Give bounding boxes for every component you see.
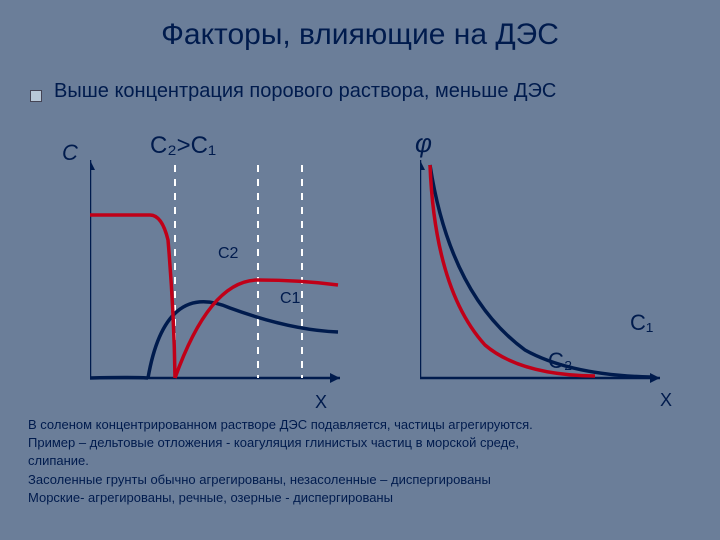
caption-l5: Морские- агрегированы, речные, озерные -… bbox=[28, 490, 393, 505]
caption-l1: В соленом концентрированном растворе ДЭС… bbox=[28, 417, 533, 432]
caption-l2: Пример – дельтовые отложения - коагуляци… bbox=[28, 435, 519, 450]
page-title: Факторы, влияющие на ДЭС bbox=[0, 18, 720, 52]
bullet-square bbox=[30, 90, 42, 102]
right-x-label: Х bbox=[660, 390, 672, 411]
right-c1-label: С₁ bbox=[630, 310, 653, 336]
bullet-text-1: Выше концентрация порового раствора, мен… bbox=[54, 80, 556, 103]
right-c2-label: С₂ bbox=[548, 348, 572, 374]
caption-l4: Засоленные грунты обычно агрегированы, н… bbox=[28, 472, 491, 487]
right-y-label: φ bbox=[415, 128, 432, 159]
left-formula: С₂>С₁ bbox=[150, 132, 216, 160]
left-c2-label: C2 bbox=[218, 245, 238, 263]
left-x-label: Х bbox=[315, 392, 327, 413]
right-chart bbox=[420, 160, 670, 390]
left-c1-label: C1 bbox=[280, 290, 300, 308]
left-chart bbox=[90, 160, 350, 390]
caption-l3: слипание. bbox=[28, 453, 89, 468]
left-y-label: С bbox=[62, 140, 78, 166]
caption: В соленом концентрированном растворе ДЭС… bbox=[28, 416, 698, 507]
